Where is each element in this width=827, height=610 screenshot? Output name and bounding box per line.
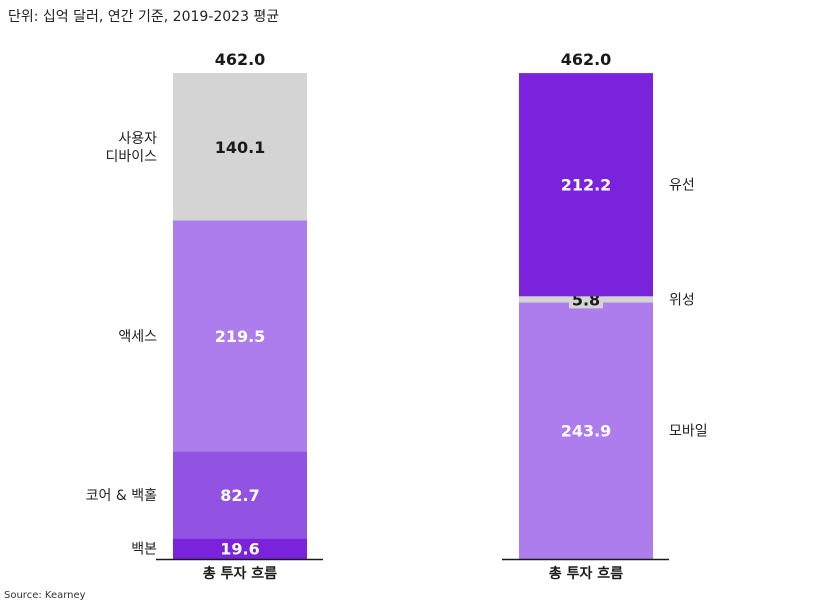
segment-name-label: 액세스 bbox=[118, 329, 157, 345]
bar-segment bbox=[519, 302, 653, 559]
segment-name-line: 유선 bbox=[669, 178, 695, 194]
category-label: 총 투자 흐름 bbox=[203, 566, 277, 582]
data-label: 19.6 bbox=[220, 540, 259, 559]
bar-segment bbox=[173, 220, 307, 452]
segment-name-label: 유선 bbox=[669, 178, 695, 194]
segment-name-line: 디바이스 bbox=[105, 149, 157, 165]
data-label: 243.9 bbox=[561, 422, 612, 441]
category-label: 총 투자 흐름 bbox=[549, 566, 623, 582]
bar-segment bbox=[173, 73, 307, 221]
segment-name-label: 백본 bbox=[131, 542, 157, 558]
segment-name-line: 코어 & 백홀 bbox=[86, 488, 157, 504]
data-label: 219.5 bbox=[215, 327, 266, 346]
bar-segment bbox=[173, 451, 307, 539]
segment-name-label: 위성 bbox=[669, 292, 695, 308]
bar-segment bbox=[173, 538, 307, 559]
data-label: 140.1 bbox=[215, 138, 266, 157]
segment-name-line: 백본 bbox=[131, 542, 157, 558]
segment-name-line: 위성 bbox=[669, 292, 695, 308]
total-value-label: 462.0 bbox=[561, 50, 612, 69]
unit-note: 단위: 십억 달러, 연간 기준, 2019-2023 평균 bbox=[8, 9, 280, 25]
segment-name-line: 액세스 bbox=[118, 329, 157, 345]
data-label: 82.7 bbox=[220, 486, 259, 505]
total-value-label: 462.0 bbox=[215, 50, 266, 69]
data-label: 212.2 bbox=[561, 176, 612, 195]
segment-name-label: 모바일 bbox=[669, 424, 708, 440]
segment-name-line: 모바일 bbox=[669, 424, 708, 440]
bar-segment bbox=[519, 73, 653, 297]
segment-name-line: 사용자 bbox=[118, 131, 157, 147]
segment-name-label: 코어 & 백홀 bbox=[86, 488, 157, 504]
source-note: Source: Kearney bbox=[4, 590, 86, 601]
